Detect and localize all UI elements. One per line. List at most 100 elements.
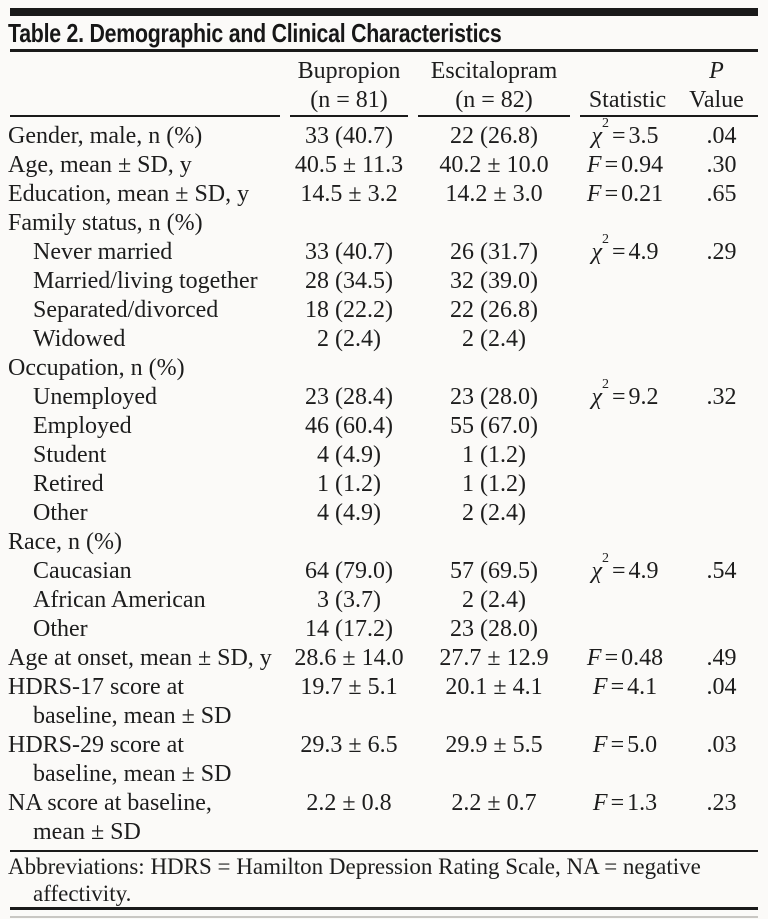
statistic-value (575, 441, 675, 470)
row-label: Employed (33, 413, 132, 439)
escitalopram-value: 2 (2.4) (462, 326, 526, 352)
value-header-label: Value (689, 87, 744, 113)
statistic-value (575, 615, 675, 644)
p-value: .30 (706, 152, 737, 178)
row-label-cell: Age at onset, mean ± SD, y (0, 644, 285, 673)
statistic-symbol: F (592, 732, 608, 758)
statistic-symbol: F (586, 152, 602, 178)
table-row: Other 14 (17.2) 23 (28.0) (0, 615, 768, 644)
statistic-value (575, 296, 675, 325)
p-value: .32 (706, 384, 737, 410)
statistic-symbol: F (586, 181, 602, 207)
escitalopram-value: 2.2 ± 0.7 (451, 790, 537, 816)
escitalopram-value: 20.1 ± 4.1 (445, 674, 543, 700)
row-label-line2: baseline, mean ± SD (33, 703, 232, 729)
table-row: Retired 1 (1.2) 1 (1.2) (0, 470, 768, 499)
statistic-number: 0.94 (621, 152, 664, 178)
escitalopram-n-label: (n = 82) (455, 87, 533, 113)
escitalopram-value: 29.9 ± 5.5 (445, 732, 543, 758)
statistic-value: F = 0.94 (575, 151, 675, 180)
header-cell-bupropion: Bupropion (n = 81) (285, 55, 413, 117)
table-title: Table 2. Demographic and Clinical Charac… (8, 18, 502, 48)
equals-sign: = (610, 790, 625, 816)
statistic-value: χ2 = 3.5 (575, 117, 675, 151)
bupropion-value: 23 (28.4) (305, 384, 393, 410)
p-value (675, 354, 768, 383)
row-label-cell: Married/living together (0, 267, 285, 296)
p-value: .04 (706, 123, 737, 149)
table-row: Unemployed 23 (28.4) 23 (28.0) χ2 = 9.2 .32 (0, 378, 768, 412)
row-label-cell: Race, n (%) (0, 528, 285, 557)
row-label-cell: Employed (0, 412, 285, 441)
row-label-cell: HDRS-17 score at baseline, mean ± SD (0, 673, 285, 731)
bupropion-value: 64 (79.0) (305, 558, 393, 584)
row-label-line2: baseline, mean ± SD (33, 761, 232, 787)
bupropion-value: 2 (2.4) (317, 326, 381, 352)
escitalopram-value: 22 (26.8) (450, 297, 538, 323)
escitalopram-value: 26 (31.7) (450, 239, 538, 265)
statistic-value: χ2 = 9.2 (575, 378, 675, 412)
escitalopram-value: 40.2 ± 10.0 (439, 152, 549, 178)
statistic-value (575, 586, 675, 615)
equals-sign: = (612, 239, 626, 265)
p-value: .03 (706, 732, 737, 758)
statistic-number: 5.0 (627, 732, 658, 758)
statistic-value: F = 5.0 (575, 731, 675, 789)
escitalopram-value: 2 (2.4) (462, 587, 526, 613)
row-label: NA score at baseline, (8, 790, 212, 816)
statistic-value (575, 267, 675, 296)
bupropion-value: 14 (17.2) (305, 616, 393, 642)
table-row: Employed 46 (60.4) 55 (67.0) (0, 412, 768, 441)
header-row: Bupropion (n = 81) Escitalopram (n = 82)… (0, 55, 768, 117)
row-label-cell: Caucasian (0, 557, 285, 586)
bupropion-value (285, 528, 413, 557)
p-value (675, 209, 768, 238)
bupropion-value: 40.5 ± 11.3 (294, 152, 404, 178)
row-label-cell: HDRS-29 score at baseline, mean ± SD (0, 731, 285, 789)
statistic-number: 1.3 (627, 790, 658, 816)
escitalopram-value: 1 (1.2) (462, 442, 526, 468)
equals-sign: = (604, 152, 619, 178)
statistic-superscript: 2 (602, 116, 609, 131)
escitalopram-value: 23 (28.0) (450, 616, 538, 642)
row-label: Never married (33, 239, 173, 265)
p-value (675, 470, 768, 499)
table-row: HDRS-29 score at baseline, mean ± SD 29.3 … (0, 731, 768, 789)
p-value (675, 615, 768, 644)
bupropion-value: 28 (34.5) (305, 268, 393, 294)
p-value: .23 (706, 790, 737, 816)
table-row: Occupation, n (%) (0, 354, 768, 383)
statistic-number: 4.9 (628, 558, 659, 584)
statistic-superscript: 2 (602, 232, 609, 247)
escitalopram-value (413, 528, 575, 557)
bupropion-value: 1 (1.2) (317, 471, 381, 497)
equals-sign: = (610, 674, 625, 700)
row-label: HDRS-17 score at (8, 674, 184, 700)
equals-sign: = (612, 384, 626, 410)
statistic-value: F = 0.48 (575, 644, 675, 673)
equals-sign: = (612, 123, 626, 149)
table-row: HDRS-17 score at baseline, mean ± SD 19.7 … (0, 673, 768, 731)
statistic-value (575, 209, 675, 238)
table-row: Age, mean ± SD, y 40.5 ± 11.3 40.2 ± 10.0 F… (0, 151, 768, 180)
bupropion-value: 33 (40.7) (305, 123, 393, 149)
bupropion-header-label: Bupropion (297, 58, 401, 84)
table-row: African American 3 (3.7) 2 (2.4) (0, 586, 768, 615)
footnote-rule (10, 850, 758, 852)
p-value: .54 (706, 558, 737, 584)
table-row: Married/living together 28 (34.5) 32 (39.0… (0, 267, 768, 296)
bupropion-value: 33 (40.7) (305, 239, 393, 265)
p-value: .29 (706, 239, 737, 265)
row-label-cell: Education, mean ± SD, y (0, 180, 285, 209)
bupropion-value: 19.7 ± 5.1 (300, 674, 398, 700)
statistic-value (575, 354, 675, 383)
escitalopram-value: 22 (26.8) (450, 123, 538, 149)
bupropion-value (285, 354, 413, 383)
escitalopram-value (413, 209, 575, 238)
row-label: Separated/divorced (33, 297, 219, 323)
header-cell-statistic: Statistic (575, 55, 675, 117)
row-label-cell: Unemployed (0, 383, 285, 412)
row-label: Married/living together (33, 268, 258, 294)
statistic-value (575, 499, 675, 528)
statistic-symbol: F (592, 674, 608, 700)
